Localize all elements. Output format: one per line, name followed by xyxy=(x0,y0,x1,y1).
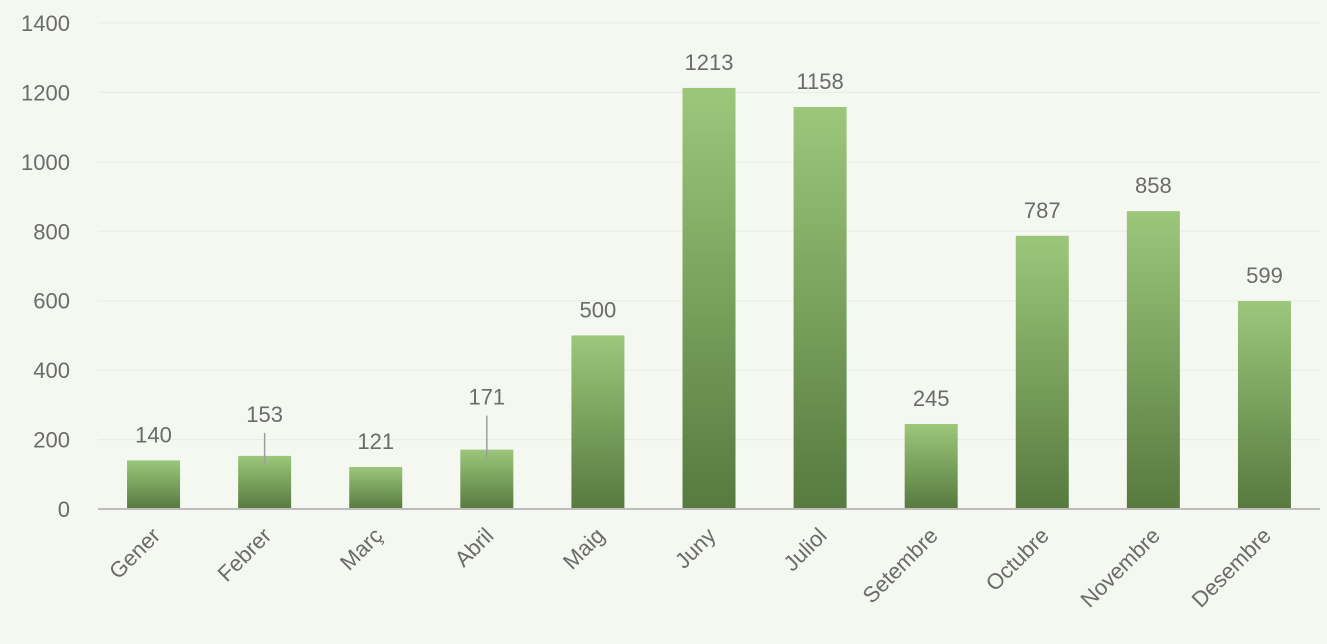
bar-maig xyxy=(571,335,625,509)
bar-desembre xyxy=(1237,301,1291,509)
data-label: 153 xyxy=(246,402,283,427)
bar-novembre xyxy=(1126,211,1180,509)
data-label: 1213 xyxy=(685,50,734,75)
y-tick-label: 800 xyxy=(33,219,70,244)
y-tick-label: 1400 xyxy=(21,11,70,36)
data-label: 121 xyxy=(357,429,394,454)
data-label: 858 xyxy=(1135,173,1172,198)
bar-març xyxy=(349,466,403,509)
y-tick-label: 600 xyxy=(33,289,70,314)
x-category-label: Juny xyxy=(670,523,721,574)
bar-juny xyxy=(682,87,736,509)
bar-octubre xyxy=(1015,235,1069,509)
x-category-label: Juliol xyxy=(778,523,831,576)
y-tick-label: 0 xyxy=(58,497,70,522)
data-label: 140 xyxy=(135,422,172,447)
x-category-label: Abril xyxy=(450,523,499,572)
bar-juliol xyxy=(793,107,847,509)
x-category-label: Desembre xyxy=(1187,523,1276,612)
x-axis-category-labels: Gener Febrer Març Abril Maig Juny Juliol Setemb… xyxy=(104,523,1276,612)
x-category-label: Octubre xyxy=(981,523,1054,596)
y-tick-label: 200 xyxy=(33,428,70,453)
x-category-label: Gener xyxy=(104,523,165,584)
y-tick-label: 1200 xyxy=(21,80,70,105)
data-label: 500 xyxy=(580,297,617,322)
bar-setembre xyxy=(904,423,958,509)
data-label: 1158 xyxy=(796,69,843,94)
bar-abril xyxy=(460,449,514,509)
data-label: 171 xyxy=(468,385,505,410)
y-tick-label: 1000 xyxy=(21,150,70,175)
data-labels: 140 153 121 171 500 1213 1158 245 787 858 599 xyxy=(135,50,1283,454)
y-tick-label: 400 xyxy=(33,358,70,383)
bars xyxy=(127,87,1291,509)
x-category-label: Setembre xyxy=(858,523,943,608)
x-category-label: Novembre xyxy=(1075,523,1164,612)
x-category-label: Febrer xyxy=(213,523,276,586)
x-category-label: Març xyxy=(335,523,387,575)
bar-febrer xyxy=(238,455,292,509)
bar-gener xyxy=(127,460,181,509)
y-axis-tick-labels: 0 200 400 600 800 1000 1200 1400 xyxy=(21,11,70,522)
data-label: 599 xyxy=(1246,263,1283,288)
data-label: 245 xyxy=(913,386,950,411)
data-label: 787 xyxy=(1024,198,1061,223)
label-leader-lines xyxy=(263,415,488,464)
x-category-label: Maig xyxy=(558,523,609,574)
